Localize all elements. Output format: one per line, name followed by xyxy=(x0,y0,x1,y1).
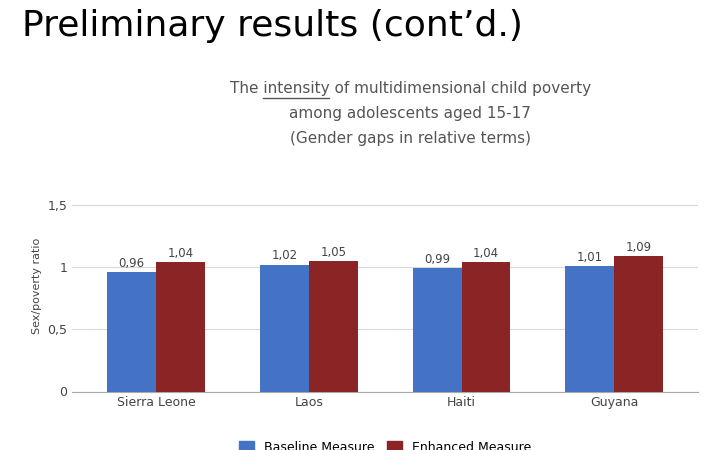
Text: 1,04: 1,04 xyxy=(168,247,194,260)
Bar xyxy=(260,265,309,392)
Bar xyxy=(156,262,205,392)
Text: (Gender gaps in relative terms): (Gender gaps in relative terms) xyxy=(290,130,531,145)
Bar xyxy=(413,268,462,392)
Bar xyxy=(107,272,156,392)
Bar xyxy=(309,261,358,392)
Text: 1,02: 1,02 xyxy=(271,249,297,262)
Text: 1,04: 1,04 xyxy=(473,247,499,260)
Text: 1,01: 1,01 xyxy=(577,251,603,264)
Bar xyxy=(462,262,510,392)
Text: 1,09: 1,09 xyxy=(626,241,652,254)
Text: 0,96: 0,96 xyxy=(119,257,145,270)
Bar xyxy=(565,266,614,392)
Text: 1,05: 1,05 xyxy=(320,246,346,259)
Y-axis label: Sex/poverty ratio: Sex/poverty ratio xyxy=(32,238,42,334)
Text: 0,99: 0,99 xyxy=(424,253,450,266)
Text: Preliminary results (cont’d.): Preliminary results (cont’d.) xyxy=(22,9,523,43)
Bar xyxy=(614,256,663,392)
Text: among adolescents aged 15-17: among adolescents aged 15-17 xyxy=(289,106,531,121)
Legend: Baseline Measure, Enhanced Measure: Baseline Measure, Enhanced Measure xyxy=(234,436,536,450)
Text: The intensity of multidimensional child poverty: The intensity of multidimensional child … xyxy=(230,81,591,96)
